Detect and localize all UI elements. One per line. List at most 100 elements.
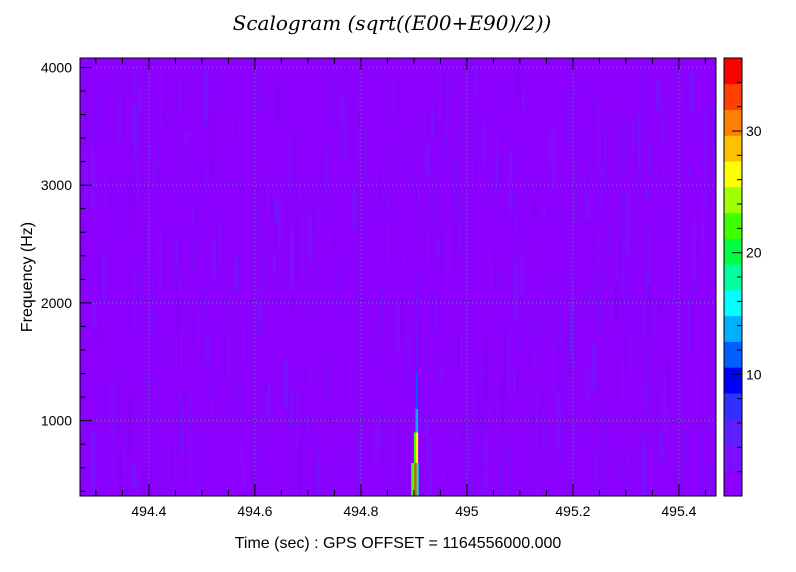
- noise-stripe: [174, 155, 178, 219]
- noise-stripe: [256, 197, 259, 238]
- noise-stripe: [92, 302, 96, 327]
- noise-stripe: [457, 307, 460, 368]
- noise-stripe: [388, 227, 392, 269]
- noise-stripe: [101, 299, 106, 309]
- noise-stripe: [328, 418, 332, 448]
- noise-stripe: [487, 405, 492, 427]
- colorbar-tick-label: 10: [746, 366, 762, 382]
- noise-stripe: [412, 284, 415, 295]
- noise-stripe: [374, 193, 378, 207]
- noise-stripe: [636, 116, 639, 146]
- noise-stripe: [397, 78, 400, 114]
- noise-stripe: [614, 212, 616, 232]
- noise-stripe: [98, 319, 101, 343]
- noise-stripe: [681, 380, 684, 426]
- noise-stripe: [439, 59, 442, 122]
- noise-stripe: [332, 67, 336, 130]
- noise-stripe: [593, 452, 598, 487]
- colorbar-segment: [724, 212, 742, 239]
- noise-stripe: [145, 374, 150, 408]
- noise-stripe: [337, 260, 339, 322]
- noise-stripe: [133, 337, 137, 403]
- noise-stripe: [316, 204, 321, 233]
- noise-stripe: [91, 114, 95, 158]
- noise-stripe: [610, 227, 615, 258]
- noise-stripe: [588, 293, 592, 310]
- x-tick-label: 495.2: [555, 503, 590, 519]
- noise-stripe: [198, 482, 202, 496]
- noise-stripe: [149, 74, 153, 83]
- noise-stripe: [702, 369, 705, 436]
- noise-stripe: [242, 326, 245, 366]
- noise-stripe: [686, 436, 688, 458]
- noise-stripe: [593, 490, 597, 496]
- noise-stripe: [584, 177, 586, 223]
- noise-stripe: [104, 181, 106, 212]
- noise-stripe: [532, 269, 534, 285]
- noise-stripe: [663, 212, 665, 233]
- noise-stripe: [473, 374, 475, 436]
- noise-stripe: [667, 359, 670, 403]
- noise-stripe: [676, 306, 679, 351]
- noise-stripe: [658, 82, 661, 111]
- noise-stripe: [152, 159, 155, 186]
- noise-stripe: [425, 146, 430, 178]
- noise-stripe: [178, 275, 181, 316]
- noise-stripe: [537, 125, 540, 191]
- noise-stripe: [386, 80, 389, 130]
- noise-stripe: [160, 72, 163, 131]
- noise-stripe: [278, 200, 282, 246]
- noise-stripe: [470, 480, 474, 496]
- noise-stripe: [672, 260, 676, 302]
- noise-stripe: [186, 150, 188, 171]
- noise-stripe: [475, 83, 478, 98]
- noise-stripe: [306, 413, 309, 438]
- noise-stripe: [397, 303, 400, 351]
- noise-stripe: [549, 430, 552, 461]
- noise-stripe: [413, 368, 415, 436]
- noise-stripe: [551, 272, 555, 295]
- noise-stripe: [378, 397, 380, 416]
- noise-stripe: [622, 236, 625, 304]
- noise-stripe: [535, 386, 539, 447]
- noise-stripe: [484, 334, 488, 401]
- noise-stripe: [497, 420, 500, 450]
- noise-stripe: [356, 326, 358, 373]
- noise-stripe: [569, 255, 574, 313]
- noise-stripe: [648, 137, 652, 173]
- noise-stripe: [532, 307, 536, 367]
- colorbar-segment: [724, 264, 742, 291]
- noise-stripe: [335, 450, 338, 474]
- noise-stripe: [532, 200, 537, 218]
- noise-stripe: [80, 273, 82, 325]
- noise-stripe: [113, 183, 115, 242]
- noise-stripe: [480, 306, 483, 316]
- noise-stripe: [133, 273, 136, 333]
- noise-stripe: [196, 312, 200, 364]
- noise-stripe: [308, 216, 312, 263]
- noise-stripe: [508, 443, 512, 496]
- noise-stripe: [206, 331, 210, 364]
- noise-stripe: [172, 308, 174, 330]
- noise-stripe: [559, 401, 562, 462]
- noise-stripe: [567, 91, 569, 153]
- noise-stripe: [445, 69, 450, 124]
- noise-stripe: [590, 266, 593, 309]
- noise-stripe: [122, 68, 125, 92]
- noise-stripe: [596, 357, 599, 423]
- noise-stripe: [315, 260, 317, 314]
- noise-stripe: [548, 422, 551, 477]
- x-tick-label: 494.6: [237, 503, 272, 519]
- noise-stripe: [300, 135, 304, 156]
- colorbar-segment: [724, 109, 742, 136]
- noise-stripe: [257, 424, 261, 492]
- noise-stripe: [560, 333, 562, 386]
- noise-stripe: [665, 149, 668, 195]
- noise-stripe: [533, 315, 537, 328]
- noise-stripe: [262, 387, 265, 442]
- noise-stripe: [204, 68, 207, 125]
- noise-stripe: [139, 267, 141, 300]
- noise-stripe: [132, 464, 136, 489]
- noise-stripe: [686, 89, 689, 101]
- noise-stripe: [281, 185, 284, 216]
